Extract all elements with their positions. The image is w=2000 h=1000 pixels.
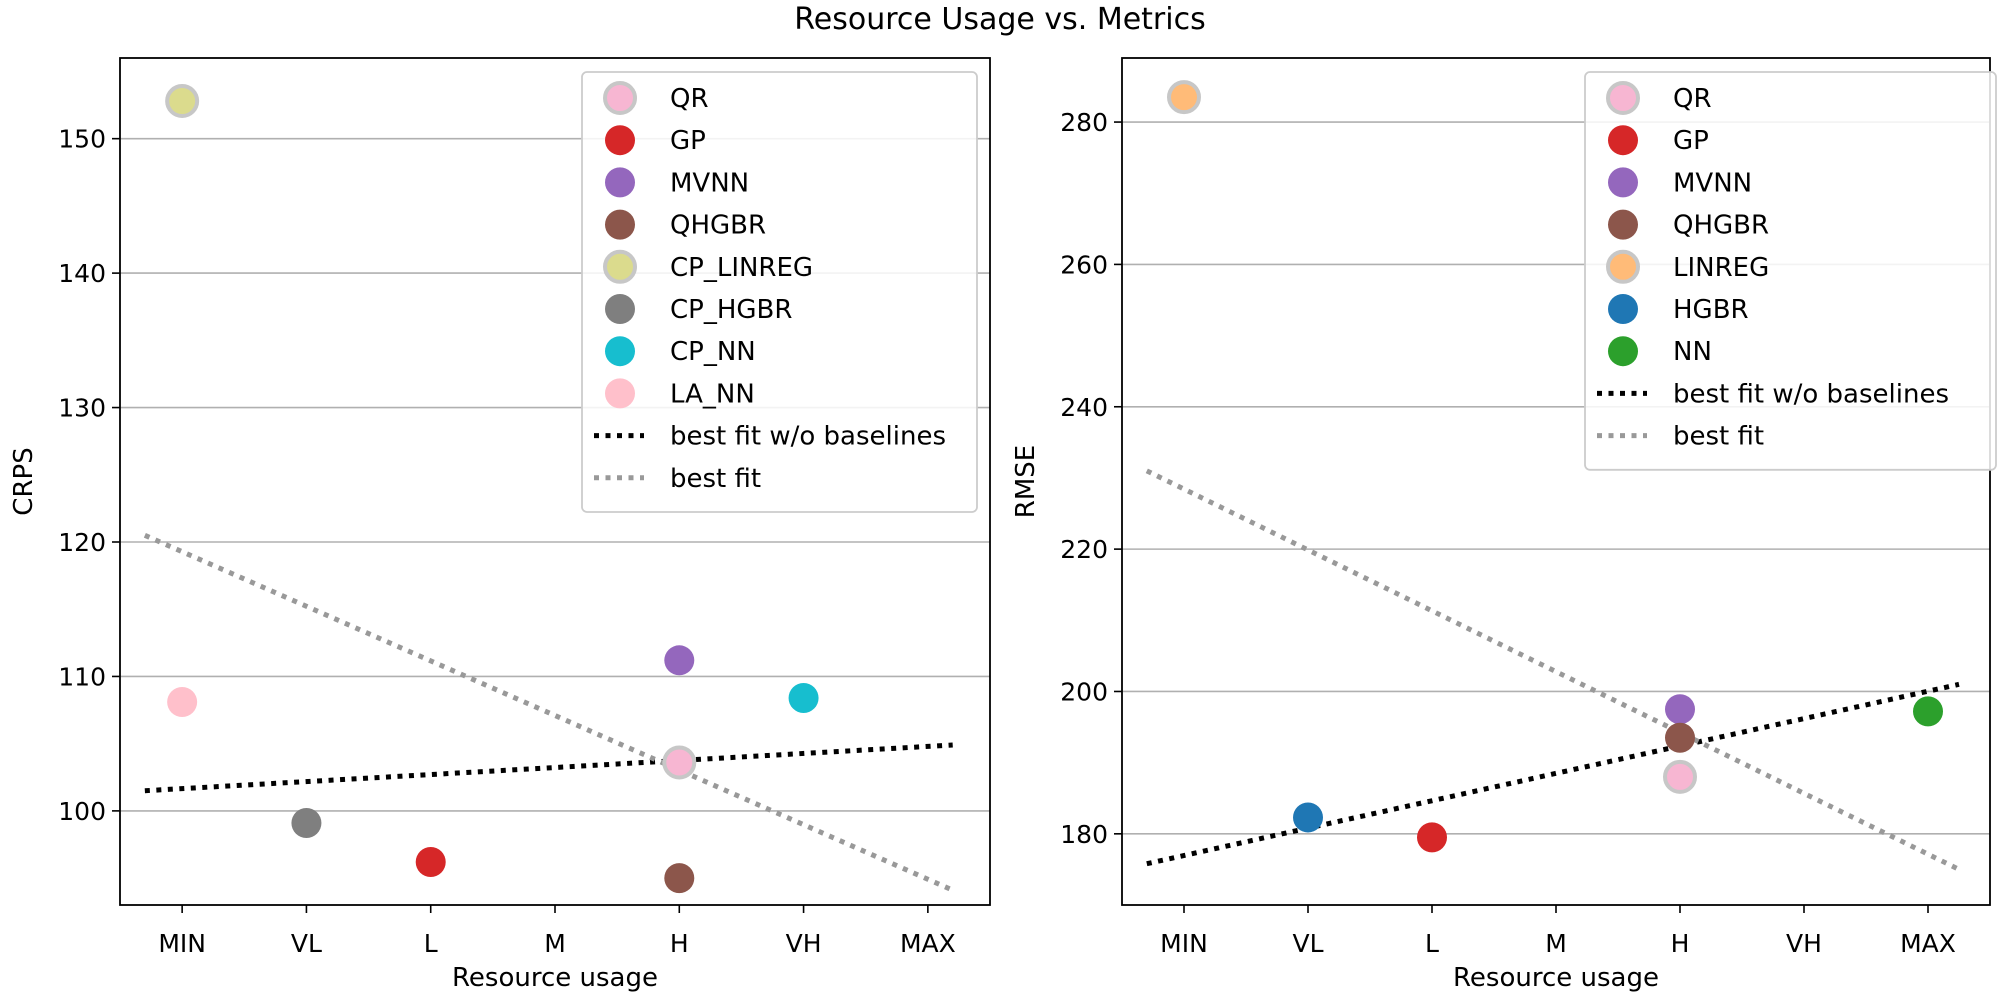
legend-label: HGBR xyxy=(1673,295,1749,325)
data-point-mvnn xyxy=(664,645,695,676)
y-tick-label: 280 xyxy=(1060,108,1108,137)
chart-panel-1: 100 110 120 130 140 150 MIN VL L M H VH MAX Resource … xyxy=(9,57,991,993)
chart-panel-2: 180 200 220 240 260 280 MIN VL L M H VH MAX Resource … xyxy=(1011,57,1997,993)
y-tick-label: 240 xyxy=(1060,393,1108,422)
legend-marker xyxy=(605,378,635,409)
legend-label: NN xyxy=(1673,337,1712,367)
legend-label: QR xyxy=(670,84,709,114)
x-tick-label: MAX xyxy=(900,929,956,958)
x-tick-label: MIN xyxy=(158,929,206,958)
legend-marker xyxy=(605,294,635,324)
legend-marker xyxy=(605,209,635,240)
legend-label: QHGBR xyxy=(1673,211,1769,241)
data-point-qr xyxy=(1663,759,1697,794)
data-point-mvnn xyxy=(1665,694,1695,725)
legend-marker xyxy=(1608,209,1638,240)
data-point-linreg xyxy=(1167,80,1201,115)
legend-marker xyxy=(1608,167,1638,198)
y-axis-label: CRPS xyxy=(9,447,39,515)
plot-frame xyxy=(1121,57,1991,906)
y-axis-label: RMSE xyxy=(1011,445,1041,518)
legend-label: QHGBR xyxy=(670,211,766,241)
figure-title: Resource Usage vs. Metrics xyxy=(794,2,1206,37)
legend-box xyxy=(581,71,978,513)
data-point-la-nn xyxy=(167,686,198,717)
data-point-nn xyxy=(1913,696,1943,727)
y-tick-label: 140 xyxy=(58,259,106,288)
legend-label: LA_NN xyxy=(670,379,755,409)
x-tick-label: VL xyxy=(1292,929,1323,958)
legend-label: best fit w/o baselines xyxy=(1673,379,1949,409)
data-point-qr xyxy=(662,745,697,780)
legend-marker xyxy=(1606,81,1640,115)
legend-label: best fit xyxy=(1673,422,1764,452)
x-tick-label: L xyxy=(1425,929,1439,958)
legend-marker xyxy=(603,249,637,284)
x-tick-label: MIN xyxy=(1160,929,1208,958)
y-tick-label: 150 xyxy=(58,125,106,154)
x-tick-label: VH xyxy=(1786,929,1822,958)
data-point-hgbr xyxy=(1293,802,1323,833)
x-axis-label: Resource usage xyxy=(452,963,658,993)
y-tick-label: 220 xyxy=(1060,535,1108,564)
fit-line-all xyxy=(143,532,954,893)
data-point-gp xyxy=(415,846,446,877)
x-tick-label: M xyxy=(1545,929,1567,958)
y-tick-label: 120 xyxy=(58,528,106,557)
y-tick-label: 260 xyxy=(1060,250,1108,279)
legend-label: GP xyxy=(1673,126,1709,156)
y-tick-label: 180 xyxy=(1060,820,1108,849)
data-point-qhgbr xyxy=(1665,722,1695,753)
x-axis-label: Resource usage xyxy=(1453,963,1659,993)
legend-marker xyxy=(603,81,637,115)
legend-label: GP xyxy=(670,126,706,156)
fit-line-without-baselines xyxy=(1146,681,1960,867)
data-point-cp-nn xyxy=(788,682,819,713)
x-tick-label: M xyxy=(544,929,566,958)
x-tick-label: H xyxy=(670,929,689,958)
data-point-cp-linreg xyxy=(165,84,200,119)
legend: QR GP MVNN QHGBR LINREG HGBR NN best fit w/o ba… xyxy=(1584,71,1997,471)
legend-label: QR xyxy=(1673,84,1712,114)
legend-label: CP_NN xyxy=(670,337,756,367)
legend: QR GP MVNN QHGBR CP_LINREG CP_HGBR CP_NN LA_NNb… xyxy=(581,71,978,513)
legend-box xyxy=(1584,71,1997,471)
legend-label: best fit xyxy=(670,464,761,494)
fit-line-without-baselines xyxy=(144,742,953,794)
y-tick-label: 200 xyxy=(1060,677,1108,706)
legend-marker xyxy=(1606,249,1640,284)
legend-marker xyxy=(1608,125,1638,156)
data-point-gp xyxy=(1417,822,1447,853)
data-point-cp-hgbr xyxy=(291,807,322,838)
plot-frame xyxy=(119,57,991,906)
legend-marker xyxy=(1608,294,1638,324)
legend-marker xyxy=(1608,336,1638,367)
legend-marker xyxy=(605,167,635,198)
legend-label: CP_HGBR xyxy=(670,295,792,325)
x-tick-label: VL xyxy=(291,929,322,958)
x-tick-label: H xyxy=(1671,929,1690,958)
legend-label: MVNN xyxy=(670,168,749,198)
y-tick-label: 130 xyxy=(58,394,106,423)
legend-marker xyxy=(605,336,635,367)
x-tick-label: VH xyxy=(786,929,822,958)
legend-label: best fit w/o baselines xyxy=(670,422,946,452)
x-tick-label: MAX xyxy=(1900,929,1956,958)
x-tick-label: L xyxy=(424,929,438,958)
fit-line-all xyxy=(1145,468,1961,872)
legend-label: LINREG xyxy=(1673,253,1769,283)
y-tick-label: 100 xyxy=(58,797,106,826)
legend-label: MVNN xyxy=(1673,168,1752,198)
legend-label: CP_LINREG xyxy=(670,253,813,283)
y-tick-label: 110 xyxy=(58,662,106,691)
legend-marker xyxy=(605,125,635,156)
data-point-qhgbr xyxy=(664,863,695,894)
